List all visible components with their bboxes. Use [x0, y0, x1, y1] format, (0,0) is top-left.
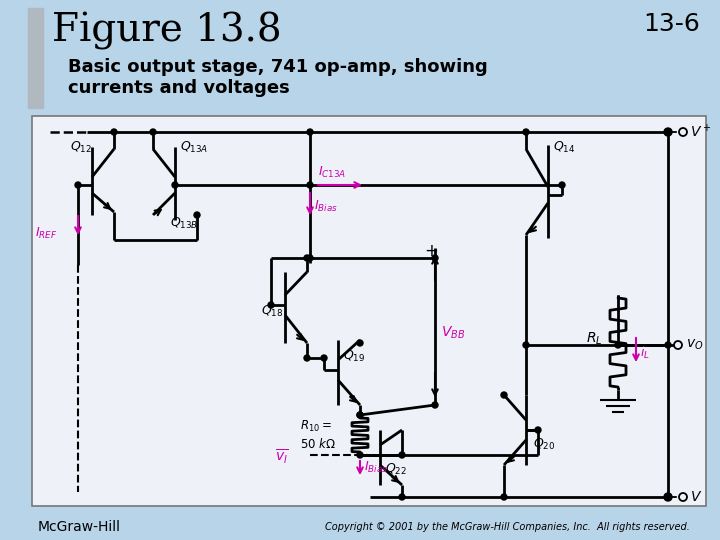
- Circle shape: [501, 392, 507, 398]
- Bar: [28, 8, 43, 108]
- Circle shape: [399, 452, 405, 458]
- Text: Figure 13.8: Figure 13.8: [52, 12, 282, 50]
- Circle shape: [559, 182, 565, 188]
- Circle shape: [321, 355, 327, 361]
- Circle shape: [194, 212, 200, 218]
- Circle shape: [357, 412, 363, 418]
- Text: $Q_{13B}$: $Q_{13B}$: [170, 216, 199, 231]
- Text: $R_L$: $R_L$: [586, 330, 603, 347]
- Text: Copyright © 2001 by the McGraw-Hill Companies, Inc.  All rights reserved.: Copyright © 2001 by the McGraw-Hill Comp…: [325, 522, 690, 532]
- Text: $Q_{20}$: $Q_{20}$: [533, 437, 555, 452]
- Text: $Q_{19}$: $Q_{19}$: [343, 349, 365, 364]
- Circle shape: [535, 427, 541, 433]
- Circle shape: [432, 402, 438, 408]
- Text: Basic output stage, 741 op-amp, showing
currents and voltages: Basic output stage, 741 op-amp, showing …: [68, 58, 487, 97]
- Text: McGraw-Hill: McGraw-Hill: [38, 520, 121, 534]
- Circle shape: [172, 182, 178, 188]
- Circle shape: [304, 255, 310, 261]
- Text: $\overline{v_I}$: $\overline{v_I}$: [275, 448, 289, 467]
- Text: $V$: $V$: [690, 490, 702, 504]
- Circle shape: [615, 342, 621, 348]
- Circle shape: [665, 342, 671, 348]
- Text: 13-6: 13-6: [643, 12, 700, 36]
- Circle shape: [111, 129, 117, 135]
- Circle shape: [665, 129, 671, 135]
- Text: $Q_{12}$: $Q_{12}$: [70, 140, 92, 155]
- Text: $R_{10}=$
$50\ k\Omega$: $R_{10}=$ $50\ k\Omega$: [300, 420, 336, 451]
- Text: $Q_{22}$: $Q_{22}$: [385, 462, 407, 477]
- Text: $Q_{18}$: $Q_{18}$: [261, 304, 284, 319]
- Circle shape: [150, 129, 156, 135]
- Circle shape: [432, 255, 438, 261]
- Text: $i_L$: $i_L$: [640, 345, 650, 361]
- Circle shape: [307, 129, 313, 135]
- Text: $I_{Bias}$: $I_{Bias}$: [364, 460, 388, 475]
- Circle shape: [307, 255, 313, 261]
- Circle shape: [665, 494, 671, 500]
- Text: $V_{BB}$: $V_{BB}$: [441, 325, 465, 341]
- Circle shape: [357, 452, 363, 458]
- Circle shape: [523, 342, 529, 348]
- Text: $I_{REF}$: $I_{REF}$: [35, 226, 58, 240]
- Text: $Q_{13A}$: $Q_{13A}$: [180, 140, 208, 155]
- Circle shape: [357, 412, 363, 418]
- Circle shape: [357, 340, 363, 346]
- Circle shape: [664, 493, 672, 501]
- Circle shape: [307, 182, 313, 188]
- Circle shape: [268, 302, 274, 308]
- Text: $Q_{14}$: $Q_{14}$: [553, 140, 575, 155]
- Text: $V^+$: $V^+$: [690, 123, 711, 140]
- Circle shape: [664, 128, 672, 136]
- Text: $I_{C13A}$: $I_{C13A}$: [318, 165, 346, 180]
- Circle shape: [399, 494, 405, 500]
- Text: $v_O$: $v_O$: [686, 338, 703, 352]
- Circle shape: [523, 129, 529, 135]
- Text: +: +: [424, 242, 438, 260]
- Text: $I_{Bias}$: $I_{Bias}$: [314, 199, 338, 214]
- Circle shape: [75, 182, 81, 188]
- Circle shape: [501, 494, 507, 500]
- Circle shape: [304, 355, 310, 361]
- FancyBboxPatch shape: [32, 116, 706, 506]
